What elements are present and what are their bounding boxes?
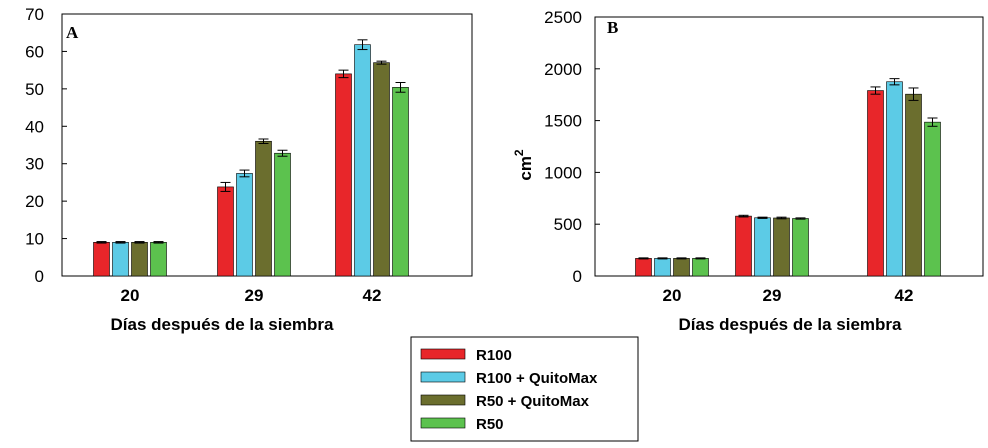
- chart-panel-a: 0 10 20 30 40 50 60 70 20 29 42 A Días después de la…: [25, 5, 473, 334]
- y-tick-label-b: 500: [554, 215, 582, 234]
- bar-b-r50-quitomax: [773, 217, 790, 277]
- bar-a-r50-quitomax: [255, 140, 272, 277]
- x-tick-label-b: 20: [663, 286, 682, 305]
- bar-a-r100-quitomax: [236, 173, 253, 277]
- bar-a-r100-quitomax: [354, 44, 371, 277]
- y-tick-label-a: 0: [35, 267, 44, 286]
- y-tick-label-a: 70: [25, 5, 44, 24]
- bar-b-r50: [792, 218, 809, 277]
- legend-label-r100-quitomax: R100 + QuitoMax: [476, 370, 598, 387]
- y-tick-label-a: 30: [25, 155, 44, 174]
- bar-b-r100: [867, 90, 884, 277]
- legend: R100 R100 + QuitoMax R50 + QuitoMax R50: [410, 336, 639, 442]
- x-tick-label-a: 29: [245, 286, 264, 305]
- legend-swatch-r100-quitomax: [420, 371, 466, 383]
- bar-b-r100: [635, 258, 652, 277]
- x-axis-title-a: Días después de la siembra: [111, 315, 335, 334]
- bar-a-r50-quitomax: [373, 62, 390, 277]
- x-tick-label-a: 42: [363, 286, 382, 305]
- y-tick-label-b: 1500: [544, 112, 582, 131]
- x-axis-title-b: Días después de la siembra: [679, 315, 903, 334]
- panel-label-b: B: [607, 18, 618, 37]
- y-tick-label-a: 50: [25, 80, 44, 99]
- y-axis-title-b: cm2: [512, 149, 535, 181]
- x-tick-label-b: 29: [763, 286, 782, 305]
- bar-b-r50-quitomax: [673, 258, 690, 277]
- legend-label-r50-quitomax: R50 + QuitoMax: [476, 393, 590, 410]
- bar-a-r50-quitomax: [131, 242, 148, 277]
- legend-swatch-r100: [420, 348, 466, 360]
- y-tick-label-b: 0: [573, 267, 582, 286]
- x-tick-label-a: 20: [121, 286, 140, 305]
- y-axis-title-base: cm: [516, 156, 535, 181]
- legend-swatch-r50-quitomax: [420, 394, 466, 406]
- y-tick-label-b: 2000: [544, 60, 582, 79]
- bar-a-r50: [274, 152, 291, 277]
- panel-label-a: A: [66, 23, 79, 42]
- bar-b-r50: [692, 258, 709, 277]
- y-axis-title-superscript: 2: [512, 149, 526, 156]
- bar-a-r100: [93, 242, 110, 277]
- bar-b-r100-quitomax: [654, 258, 671, 277]
- bar-b-r50-quitomax: [905, 93, 922, 277]
- y-tick-label-a: 60: [25, 42, 44, 61]
- bar-a-r100-quitomax: [112, 242, 129, 277]
- bar-a-r50: [392, 87, 409, 277]
- y-tick-label-b: 2500: [544, 8, 582, 27]
- bar-b-r50: [924, 121, 941, 277]
- bar-a-r100: [335, 73, 352, 277]
- y-tick-label-a: 40: [25, 117, 44, 136]
- x-tick-label-b: 42: [895, 286, 914, 305]
- bar-a-r50: [150, 242, 167, 277]
- bar-b-r100-quitomax: [754, 217, 771, 277]
- legend-label-r50: R50: [476, 416, 504, 433]
- y-tick-label-a: 20: [25, 192, 44, 211]
- y-tick-label-b: 1000: [544, 163, 582, 182]
- bar-b-r100: [735, 215, 752, 277]
- legend-swatch-r50: [420, 417, 466, 429]
- y-tick-label-a: 10: [25, 230, 44, 249]
- bar-b-r100-quitomax: [886, 81, 903, 277]
- legend-label-r100: R100: [476, 347, 512, 364]
- chart-panel-b: 0 500 1000 1500 2000 2500 20 29 42 B Días después …: [512, 8, 984, 334]
- bar-a-r100: [217, 186, 234, 277]
